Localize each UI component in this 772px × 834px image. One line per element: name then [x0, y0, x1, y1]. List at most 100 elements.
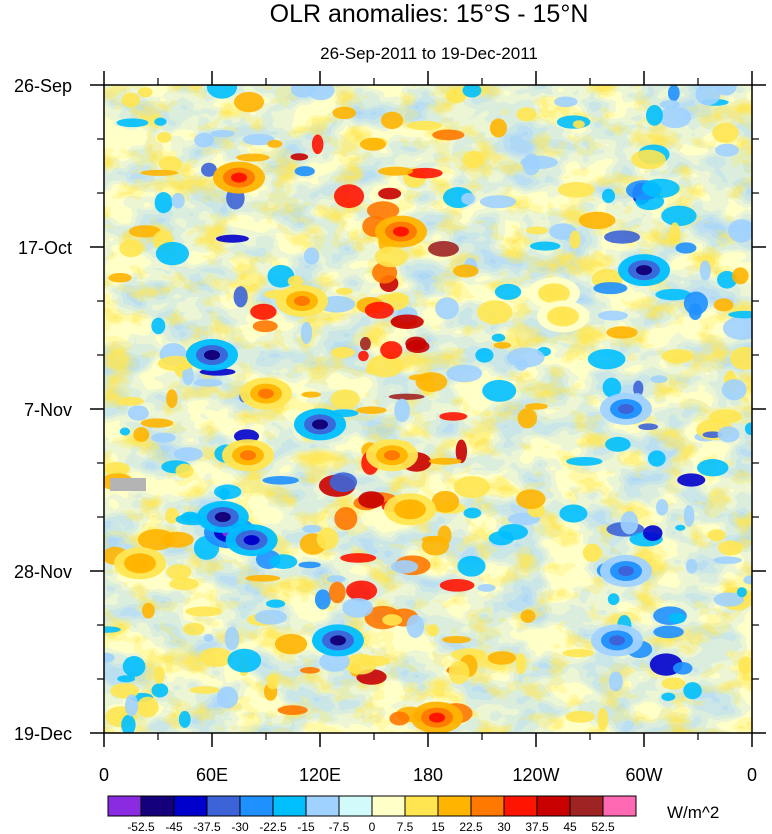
anomaly-cell: [233, 286, 248, 308]
x-tick-label: 60E: [196, 765, 228, 785]
anomaly-cell: [439, 578, 475, 592]
anomaly-cell: [431, 490, 460, 513]
anomaly-core-inner: [555, 311, 571, 322]
colorbar-swatch: [404, 795, 439, 817]
anomaly-cell: [277, 705, 308, 715]
anomaly-cell: [174, 447, 203, 462]
anomaly-cell: [314, 589, 331, 610]
anomaly-cell: [201, 162, 217, 177]
anomaly-cell: [718, 540, 743, 556]
anomaly-core-inner: [258, 388, 274, 399]
anomaly-cell: [133, 427, 150, 442]
colorbar-swatch: [536, 795, 571, 817]
anomaly-cell: [342, 598, 374, 618]
colorbar-level-label: -22.5: [259, 820, 287, 834]
anomaly-cell: [301, 391, 322, 398]
colorbar-level-label: -52.5: [127, 820, 155, 834]
x-tick-label: 0: [747, 765, 757, 785]
anomaly-cell: [214, 484, 242, 500]
anomaly-cell: [695, 85, 721, 106]
anomaly-core-inner: [384, 450, 400, 461]
anomaly-core-inner: [132, 558, 148, 569]
anomaly-cell: [390, 314, 424, 330]
colorbar-level-label: 45: [563, 820, 577, 834]
anomaly-cell: [602, 377, 622, 398]
colorbar-unit-label: W/m^2: [667, 803, 719, 822]
anomaly-cell: [461, 192, 476, 205]
anomaly-cell: [303, 247, 320, 265]
anomaly-cell: [631, 149, 666, 170]
anomaly-cell: [482, 379, 517, 402]
anomaly-cell: [372, 261, 398, 284]
anomaly-cell: [566, 456, 603, 466]
anomaly-cell: [267, 139, 283, 148]
anomaly-cell: [557, 182, 595, 198]
colorbar-swatch: [239, 795, 274, 817]
anomaly-cell: [104, 626, 121, 633]
anomaly-cell: [189, 686, 220, 694]
anomaly-cell: [520, 609, 536, 624]
anomaly-cell: [367, 354, 404, 378]
anomaly-cell: [707, 529, 726, 542]
anomaly-cell: [151, 432, 176, 443]
anomaly-cell: [116, 396, 145, 406]
anomaly-cell: [452, 264, 479, 278]
anomaly-cell: [405, 336, 427, 351]
anomaly-core-inner: [429, 712, 445, 723]
anomaly-cell: [151, 317, 166, 335]
anomaly-cell: [554, 96, 578, 108]
anomaly-cell: [713, 298, 734, 312]
anomaly-cell: [729, 346, 752, 370]
anomaly-cell: [655, 288, 692, 301]
anomaly-cell: [155, 241, 190, 266]
anomaly-cell: [335, 287, 353, 295]
anomaly-cell: [290, 153, 309, 161]
colorbar-swatch: [602, 795, 637, 817]
anomaly-cell: [274, 633, 308, 655]
anomaly-core-inner: [402, 504, 418, 515]
anomaly-cell: [445, 88, 467, 104]
anomaly-cell: [582, 543, 602, 562]
colorbar-level-label: 7.5: [397, 820, 414, 834]
colorbar-level-label: 22.5: [459, 820, 483, 834]
anomaly-cell: [250, 303, 277, 320]
anomaly-cell: [104, 462, 130, 476]
anomaly-cell: [638, 423, 659, 431]
colorbar-swatch: [272, 795, 307, 817]
anomaly-cell: [427, 624, 439, 637]
anomaly-core-inner: [312, 419, 328, 430]
anomaly-cell: [683, 291, 709, 315]
anomaly-cell: [451, 648, 486, 661]
anomaly-cell: [151, 683, 169, 698]
anomaly-cell: [326, 575, 346, 583]
anomaly-cell: [344, 653, 377, 675]
anomaly-cell: [650, 375, 668, 384]
anomaly-cell: [633, 380, 644, 397]
anomaly-cell: [121, 714, 136, 733]
anomaly-cell: [653, 625, 684, 639]
colorbar-level-label: 30: [497, 820, 511, 834]
anomaly-core-inner: [243, 535, 260, 546]
anomaly-cell: [302, 524, 322, 533]
anomaly-cell: [311, 134, 324, 155]
anomaly-cell: [642, 525, 663, 542]
anomaly-cell: [559, 504, 588, 523]
colorbar-level-label: 37.5: [525, 820, 549, 834]
anomaly-cell: [365, 365, 377, 375]
anomaly-cell: [562, 648, 595, 658]
anomaly-cell: [658, 106, 692, 129]
anomaly-cell: [182, 365, 194, 386]
anomaly-cell: [108, 272, 132, 283]
anomaly-cell: [334, 506, 358, 531]
anomaly-cell: [605, 436, 631, 452]
anomaly-cell: [267, 264, 295, 288]
anomaly-cell: [641, 178, 680, 199]
anomaly-cell: [165, 507, 179, 524]
anomaly-cell: [269, 554, 298, 569]
anomaly-cell: [647, 450, 666, 467]
anomaly-cell: [287, 275, 304, 288]
anomaly-cell: [117, 675, 136, 683]
anomaly-cell: [572, 120, 585, 129]
anomaly-cell: [169, 577, 199, 591]
